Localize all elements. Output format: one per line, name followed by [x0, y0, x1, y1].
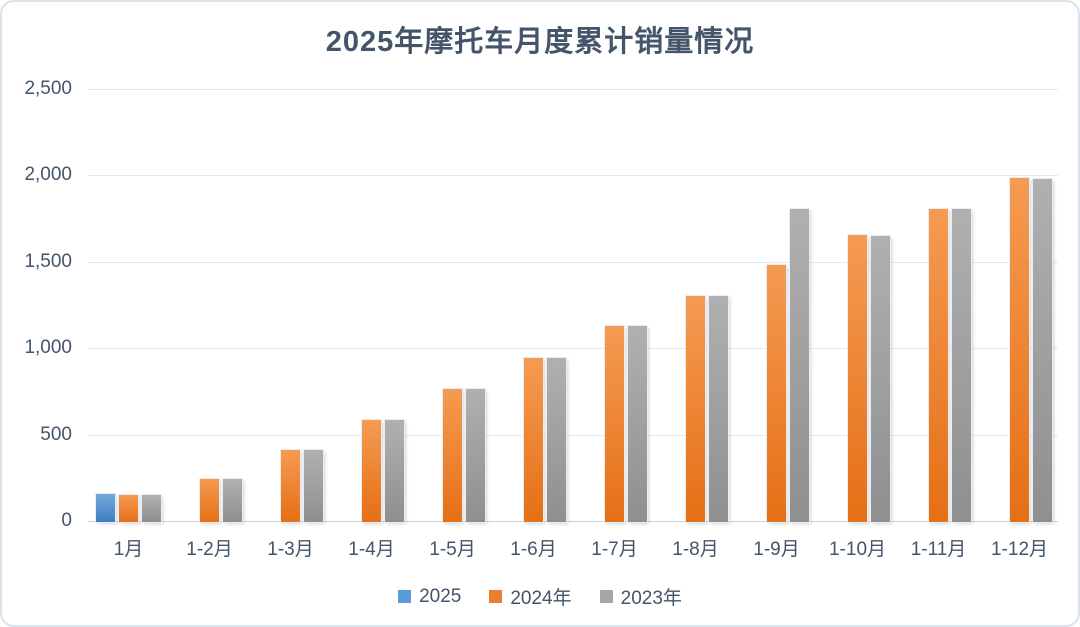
bar-2025-1月[interactable] — [96, 494, 115, 522]
bar-2024年-1-5月[interactable] — [443, 388, 462, 522]
legend-swatch-icon — [398, 590, 412, 603]
bar-2023年-1-4月[interactable] — [385, 419, 404, 522]
bar-2023年-1月[interactable] — [142, 495, 161, 522]
legend-item-2025[interactable]: 2025 — [398, 586, 461, 608]
y-tick-label: 1,500 — [24, 250, 72, 272]
bar-2024年-1-7月[interactable] — [605, 326, 624, 522]
legend-label: 2024年 — [510, 588, 572, 609]
x-tick-label: 1-3月 — [267, 539, 314, 560]
bar-2024年-1月[interactable] — [119, 495, 138, 522]
y-axis-labels: 0 500 1,000 1,500 2,000 2,500 — [2, 78, 72, 531]
legend-item-2024年[interactable]: 2024年 — [489, 583, 572, 610]
bar-group — [898, 90, 979, 522]
legend-swatch-icon — [599, 590, 613, 603]
gridline — [88, 89, 1058, 90]
bar-group — [655, 90, 736, 522]
x-tick-label: 1月 — [113, 539, 144, 560]
bar-2023年-1-7月[interactable] — [628, 326, 647, 522]
gridline — [88, 348, 1058, 350]
x-tick-label: 1-9月 — [753, 539, 800, 560]
x-tick-label: 1-2月 — [186, 539, 233, 560]
y-tick-label: 0 — [61, 510, 72, 531]
bar-2023年-1-6月[interactable] — [547, 358, 566, 522]
legend-label: 2023年 — [620, 588, 682, 609]
bar-group — [331, 90, 412, 522]
bar-group — [493, 90, 574, 522]
bar-group — [817, 90, 898, 522]
bar-2023年-1-8月[interactable] — [709, 295, 728, 522]
y-tick-label: 2,500 — [24, 78, 72, 99]
y-tick-label: 2,000 — [24, 164, 72, 186]
bar-group — [979, 90, 1060, 522]
bar-2023年-1-3月[interactable] — [304, 449, 323, 522]
bar-group — [412, 90, 493, 522]
x-tick-label: 1-10月 — [828, 539, 887, 560]
bar-group — [736, 90, 817, 522]
bar-group — [574, 90, 655, 522]
bar-2024年-1-9月[interactable] — [767, 264, 786, 522]
x-tick-label: 1-4月 — [348, 539, 395, 560]
gridline — [88, 434, 1058, 436]
x-tick-label: 1-11月 — [910, 539, 967, 560]
chart-title: 2025年摩托车月度累计销量情况 — [325, 26, 755, 58]
bar-2023年-1-5月[interactable] — [466, 388, 485, 522]
x-tick-label: 1-12月 — [990, 539, 1049, 560]
bar-2024年-1-12月[interactable] — [1010, 178, 1029, 522]
gridline — [88, 261, 1058, 263]
bar-2024年-1-3月[interactable] — [281, 449, 300, 522]
legend-item-2023年[interactable]: 2023年 — [599, 583, 682, 610]
bar-2023年-1-2月[interactable] — [223, 478, 242, 522]
y-tick-label: 1,000 — [24, 337, 72, 359]
plot-area — [88, 89, 1060, 522]
bar-2024年-1-8月[interactable] — [686, 295, 705, 522]
gridline — [88, 175, 1058, 177]
x-tick-label: 1-5月 — [429, 539, 476, 560]
bar-2024年-1-2月[interactable] — [200, 478, 219, 522]
x-tick-label: 1-6月 — [510, 539, 557, 560]
bar-2024年-1-10月[interactable] — [848, 235, 867, 522]
bar-group — [250, 90, 331, 522]
legend-swatch-icon — [489, 590, 503, 603]
x-tick-label: 1-8月 — [672, 539, 719, 560]
bar-2023年-1-12月[interactable] — [1033, 178, 1052, 522]
x-axis-line — [88, 521, 1058, 522]
bar-2024年-1-6月[interactable] — [524, 358, 543, 522]
y-tick-label: 500 — [40, 423, 72, 445]
bar-group — [88, 90, 169, 522]
bar-2023年-1-9月[interactable] — [790, 208, 809, 522]
bar-2023年-1-11月[interactable] — [952, 209, 971, 522]
x-tick-label: 1-7月 — [591, 539, 638, 560]
legend-label: 2025 — [419, 585, 462, 607]
bar-2024年-1-11月[interactable] — [929, 208, 948, 522]
x-axis-labels: 1月 1-2月 1-3月 1-4月 1-5月 1-6月 1-7月 1-8月 1-9月 1-10月 1… — [88, 534, 1060, 560]
bar-2023年-1-10月[interactable] — [871, 236, 890, 522]
bar-2024年-1-4月[interactable] — [362, 419, 381, 522]
bar-group — [169, 90, 250, 522]
legend: 2025 2024年 2023年 — [2, 583, 1078, 610]
